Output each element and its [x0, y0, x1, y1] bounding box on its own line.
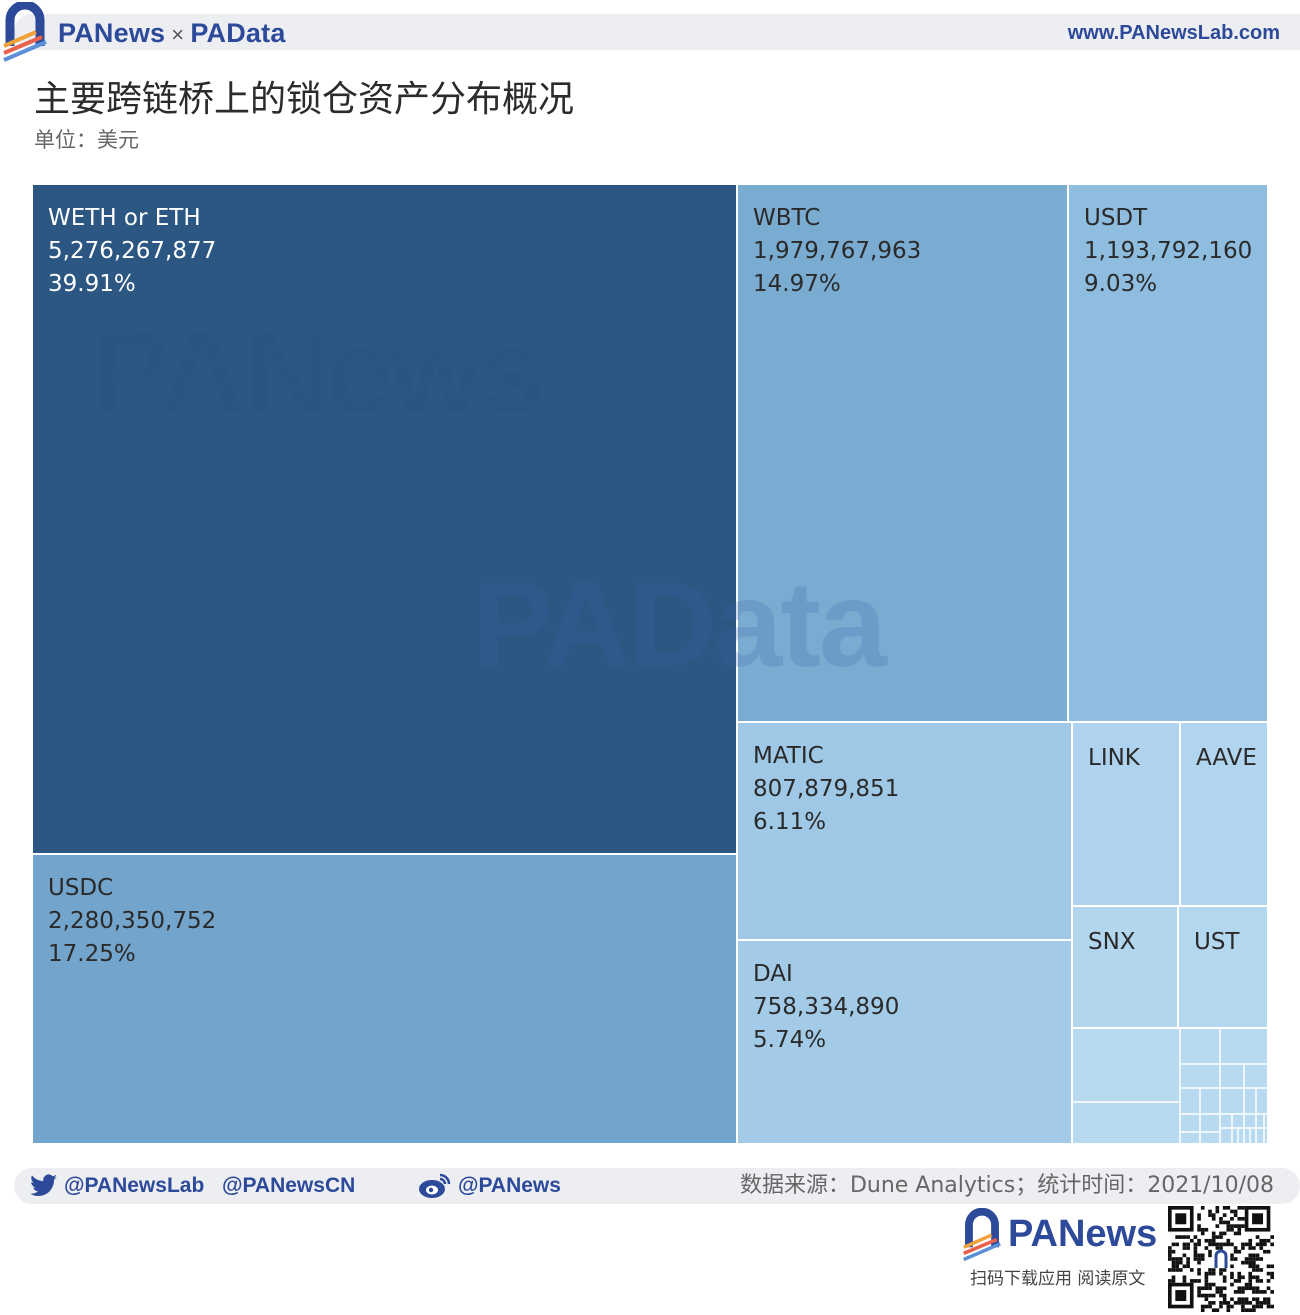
data-source-note: 数据来源：Dune Analytics；统计时间：2021/10/08	[739, 1173, 1274, 1198]
brand-panews: PANews	[58, 18, 166, 48]
brand-times: ×	[171, 22, 185, 47]
tile-value: 758,334,890	[753, 994, 900, 1020]
site-url-link[interactable]: www.PANewsLab.com	[1067, 22, 1280, 44]
tile-name: UST	[1194, 929, 1240, 955]
weibo-icon	[419, 1174, 451, 1199]
tile-share: 39.91%	[48, 271, 136, 297]
chart-title: 主要跨链桥上的锁仓资产分布概况	[34, 79, 575, 120]
treemap-tile[interactable]: MATIC 807,879,851 6.11%	[737, 722, 1072, 940]
tile-name: MATIC	[753, 743, 824, 769]
tile-share: 9.03%	[1084, 271, 1158, 297]
tile-share: 6.11%	[753, 809, 827, 835]
treemap-tile[interactable]: WBTC 1,979,767,963 14.97%	[737, 184, 1068, 722]
tile-value: 1,193,792,160	[1084, 238, 1253, 264]
twitter-handle-panewslab[interactable]: @PANewsLab	[30, 1170, 204, 1202]
panews-logo-icon	[3, 2, 47, 62]
download-app-text: 扫码下载应用 阅读原文	[970, 1269, 1146, 1289]
tile-label: WETH or ETH 5,276,267,877 39.91%	[48, 202, 216, 301]
tile-label: DAI 758,334,890 5.74%	[753, 958, 899, 1057]
brand-padata: PAData	[190, 18, 286, 48]
tile-label: USDC 2,280,350,752 17.25%	[48, 872, 216, 971]
tile-value: 807,879,851	[753, 776, 900, 802]
tile-share: 14.97%	[753, 271, 841, 297]
brand-lockup: PANews × PAData	[58, 16, 286, 50]
tile-name: SNX	[1088, 929, 1136, 955]
tile-label: MATIC 807,879,851 6.11%	[753, 740, 899, 839]
treemap-tile[interactable]: DAI 758,334,890 5.74%	[737, 940, 1072, 1144]
weibo-handle[interactable]: @PANews	[418, 1170, 561, 1202]
footer-brand: PANews	[1008, 1213, 1158, 1255]
header-bar	[14, 14, 1300, 50]
tile-share: 5.74%	[753, 1027, 827, 1053]
tile-name: DAI	[753, 961, 793, 987]
tile-name: USDT	[1084, 205, 1148, 231]
tile-name: LINK	[1088, 745, 1140, 771]
qr-code-icon[interactable]	[1168, 1206, 1274, 1312]
treemap-tile[interactable]: USDT 1,193,792,160 9.03%	[1068, 184, 1268, 722]
weibo-handle-text: @PANews	[458, 1174, 561, 1197]
twitter-icon	[30, 1174, 57, 1197]
tile-value: 5,276,267,877	[48, 238, 217, 264]
tile-value: 1,979,767,963	[753, 238, 922, 264]
tile-label: AAVE	[1196, 742, 1257, 775]
treemap-tile[interactable]: UST	[1178, 906, 1268, 1028]
tile-share: 17.25%	[48, 941, 136, 967]
treemap-tile[interactable]: USDC 2,280,350,752 17.25%	[32, 854, 737, 1144]
treemap-tile-others[interactable]	[1072, 1028, 1268, 1144]
tile-label: LINK	[1088, 742, 1140, 775]
twitter-handle-1: @PANewsLab	[64, 1174, 205, 1197]
treemap-tile[interactable]: WETH or ETH 5,276,267,877 39.91%	[32, 184, 737, 854]
tile-label: WBTC 1,979,767,963 14.97%	[753, 202, 921, 301]
tile-value: 2,280,350,752	[48, 908, 217, 934]
twitter-handle-panewscn[interactable]: @PANewsCN	[222, 1174, 356, 1197]
tile-label: SNX	[1088, 926, 1136, 959]
tile-label: UST	[1194, 926, 1239, 959]
tile-name: WETH or ETH	[48, 205, 201, 231]
panews-footer-logo-icon	[963, 1208, 1001, 1262]
chart-unit: 单位：美元	[34, 128, 139, 152]
treemap-tile[interactable]: AAVE	[1180, 722, 1268, 906]
treemap-tile[interactable]: SNX	[1072, 906, 1178, 1028]
treemap-chart: WETH or ETH 5,276,267,877 39.91% USDC 2,280,…	[32, 184, 1268, 1144]
tile-name: WBTC	[753, 205, 821, 231]
footer-bar	[14, 1168, 1300, 1204]
treemap-tile[interactable]: LINK	[1072, 722, 1180, 906]
tile-label: USDT 1,193,792,160 9.03%	[1084, 202, 1252, 301]
tile-name: AAVE	[1196, 745, 1257, 771]
tile-name: USDC	[48, 875, 114, 901]
